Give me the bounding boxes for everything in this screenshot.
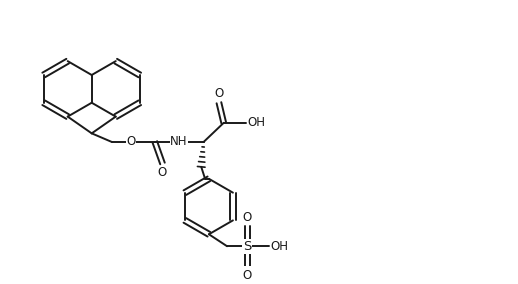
- Text: OH: OH: [270, 240, 288, 253]
- Text: S: S: [243, 240, 251, 253]
- Text: O: O: [214, 87, 224, 100]
- Text: OH: OH: [248, 116, 266, 129]
- Text: O: O: [242, 211, 252, 224]
- Text: O: O: [158, 166, 167, 179]
- Text: O: O: [126, 135, 136, 149]
- Text: NH: NH: [170, 135, 188, 149]
- Text: O: O: [242, 269, 252, 282]
